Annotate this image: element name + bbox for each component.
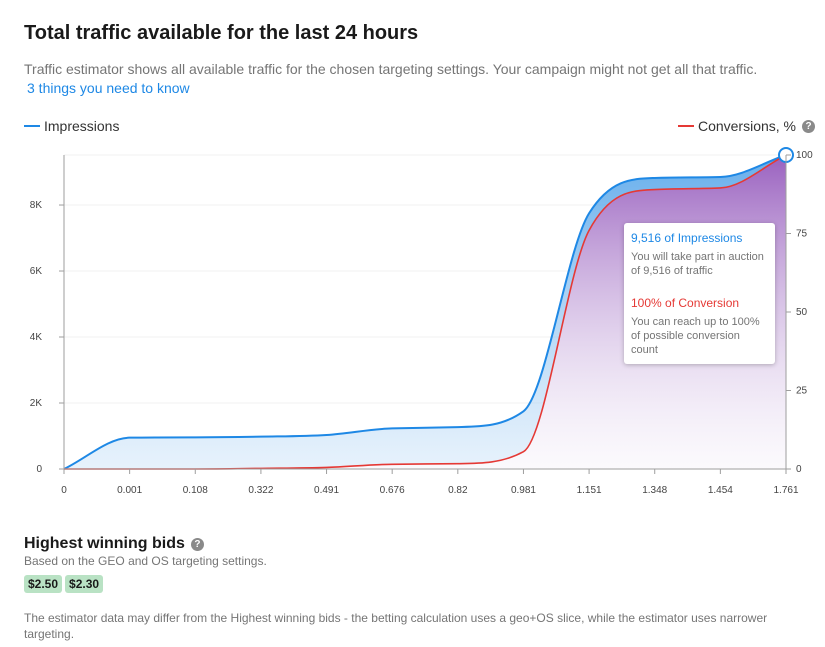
y-right-tick-label: 50 — [796, 307, 808, 318]
bid-chip: $2.50 — [24, 575, 63, 593]
x-tick-label: 0.001 — [117, 485, 142, 496]
chart-tick-labels: 0 0.001 0.108 0.322 0.491 0.676 0.82 0.981 1.151… — [30, 150, 813, 496]
y-left-tick-label: 6K — [30, 266, 43, 277]
x-tick-label: 0.108 — [183, 485, 208, 496]
traffic-chart: 0 0.001 0.108 0.322 0.491 0.676 0.82 0.981 1.151… — [30, 147, 813, 496]
y-left-tick-label: 8K — [30, 200, 43, 211]
legend-conversions-label: Conversions, % — [697, 118, 796, 134]
bids-title-text: Highest winning bids — [24, 535, 185, 552]
x-tick-label: 1.761 — [773, 485, 798, 496]
x-tick-label: 0.981 — [511, 485, 536, 496]
bid-chips: $2.50 $2.30 — [24, 575, 104, 593]
bid-chip: $2.30 — [65, 575, 104, 593]
question-icon[interactable]: ? — [190, 537, 204, 551]
impressions-swatch — [24, 125, 40, 127]
y-right-tick-label: 25 — [796, 386, 808, 397]
y-left-tick-label: 0 — [36, 464, 42, 475]
x-tick-label: 0.491 — [314, 485, 339, 496]
x-tick-label: 0.322 — [248, 485, 273, 496]
things-to-know-link[interactable]: 3 things you need to know — [27, 80, 190, 96]
chart-tooltip: 9,516 of Impressions You will take part … — [624, 223, 775, 364]
tooltip-conversion-heading: 100% of Conversion — [631, 296, 740, 310]
conversions-swatch — [677, 125, 694, 127]
tooltip-conversion-text: You can reach up to 100% of possible con… — [631, 316, 760, 356]
conversions-area — [64, 155, 786, 469]
y-left-tick-label: 2K — [30, 398, 43, 409]
chart-areas — [64, 155, 786, 469]
tooltip-impressions-heading: 9,516 of Impressions — [631, 231, 743, 245]
x-tick-label: 1.454 — [708, 485, 733, 496]
bids-subtitle: Based on the GEO and OS targeting settin… — [24, 554, 267, 568]
x-tick-label: 0.82 — [448, 485, 468, 496]
y-left-tick-label: 4K — [30, 332, 43, 343]
y-right-tick-label: 100 — [796, 150, 813, 161]
estimator-note: The estimator data may differ from the H… — [24, 611, 768, 641]
legend-impressions-label: Impressions — [44, 118, 120, 134]
x-tick-label: 0 — [61, 485, 67, 496]
page-title: Total traffic available for the last 24 … — [24, 22, 419, 44]
impressions-line — [63, 154, 787, 470]
question-icon[interactable]: ? — [802, 119, 815, 133]
y-right-tick-label: 75 — [796, 229, 808, 240]
legend-conversions[interactable]: Conversions, % ? — [677, 118, 815, 134]
x-tick-label: 1.348 — [642, 485, 667, 496]
y-right-tick-label: 0 — [796, 464, 802, 475]
legend-impressions[interactable]: Impressions — [24, 118, 119, 134]
page-subtitle: Traffic estimator shows all available tr… — [24, 61, 758, 77]
x-tick-label: 0.676 — [380, 485, 405, 496]
bids-title: Highest winning bids ? — [24, 535, 204, 553]
x-tick-label: 1.151 — [577, 485, 602, 496]
tooltip-impressions-text: You will take part in auction of 9,516 o… — [631, 251, 764, 277]
